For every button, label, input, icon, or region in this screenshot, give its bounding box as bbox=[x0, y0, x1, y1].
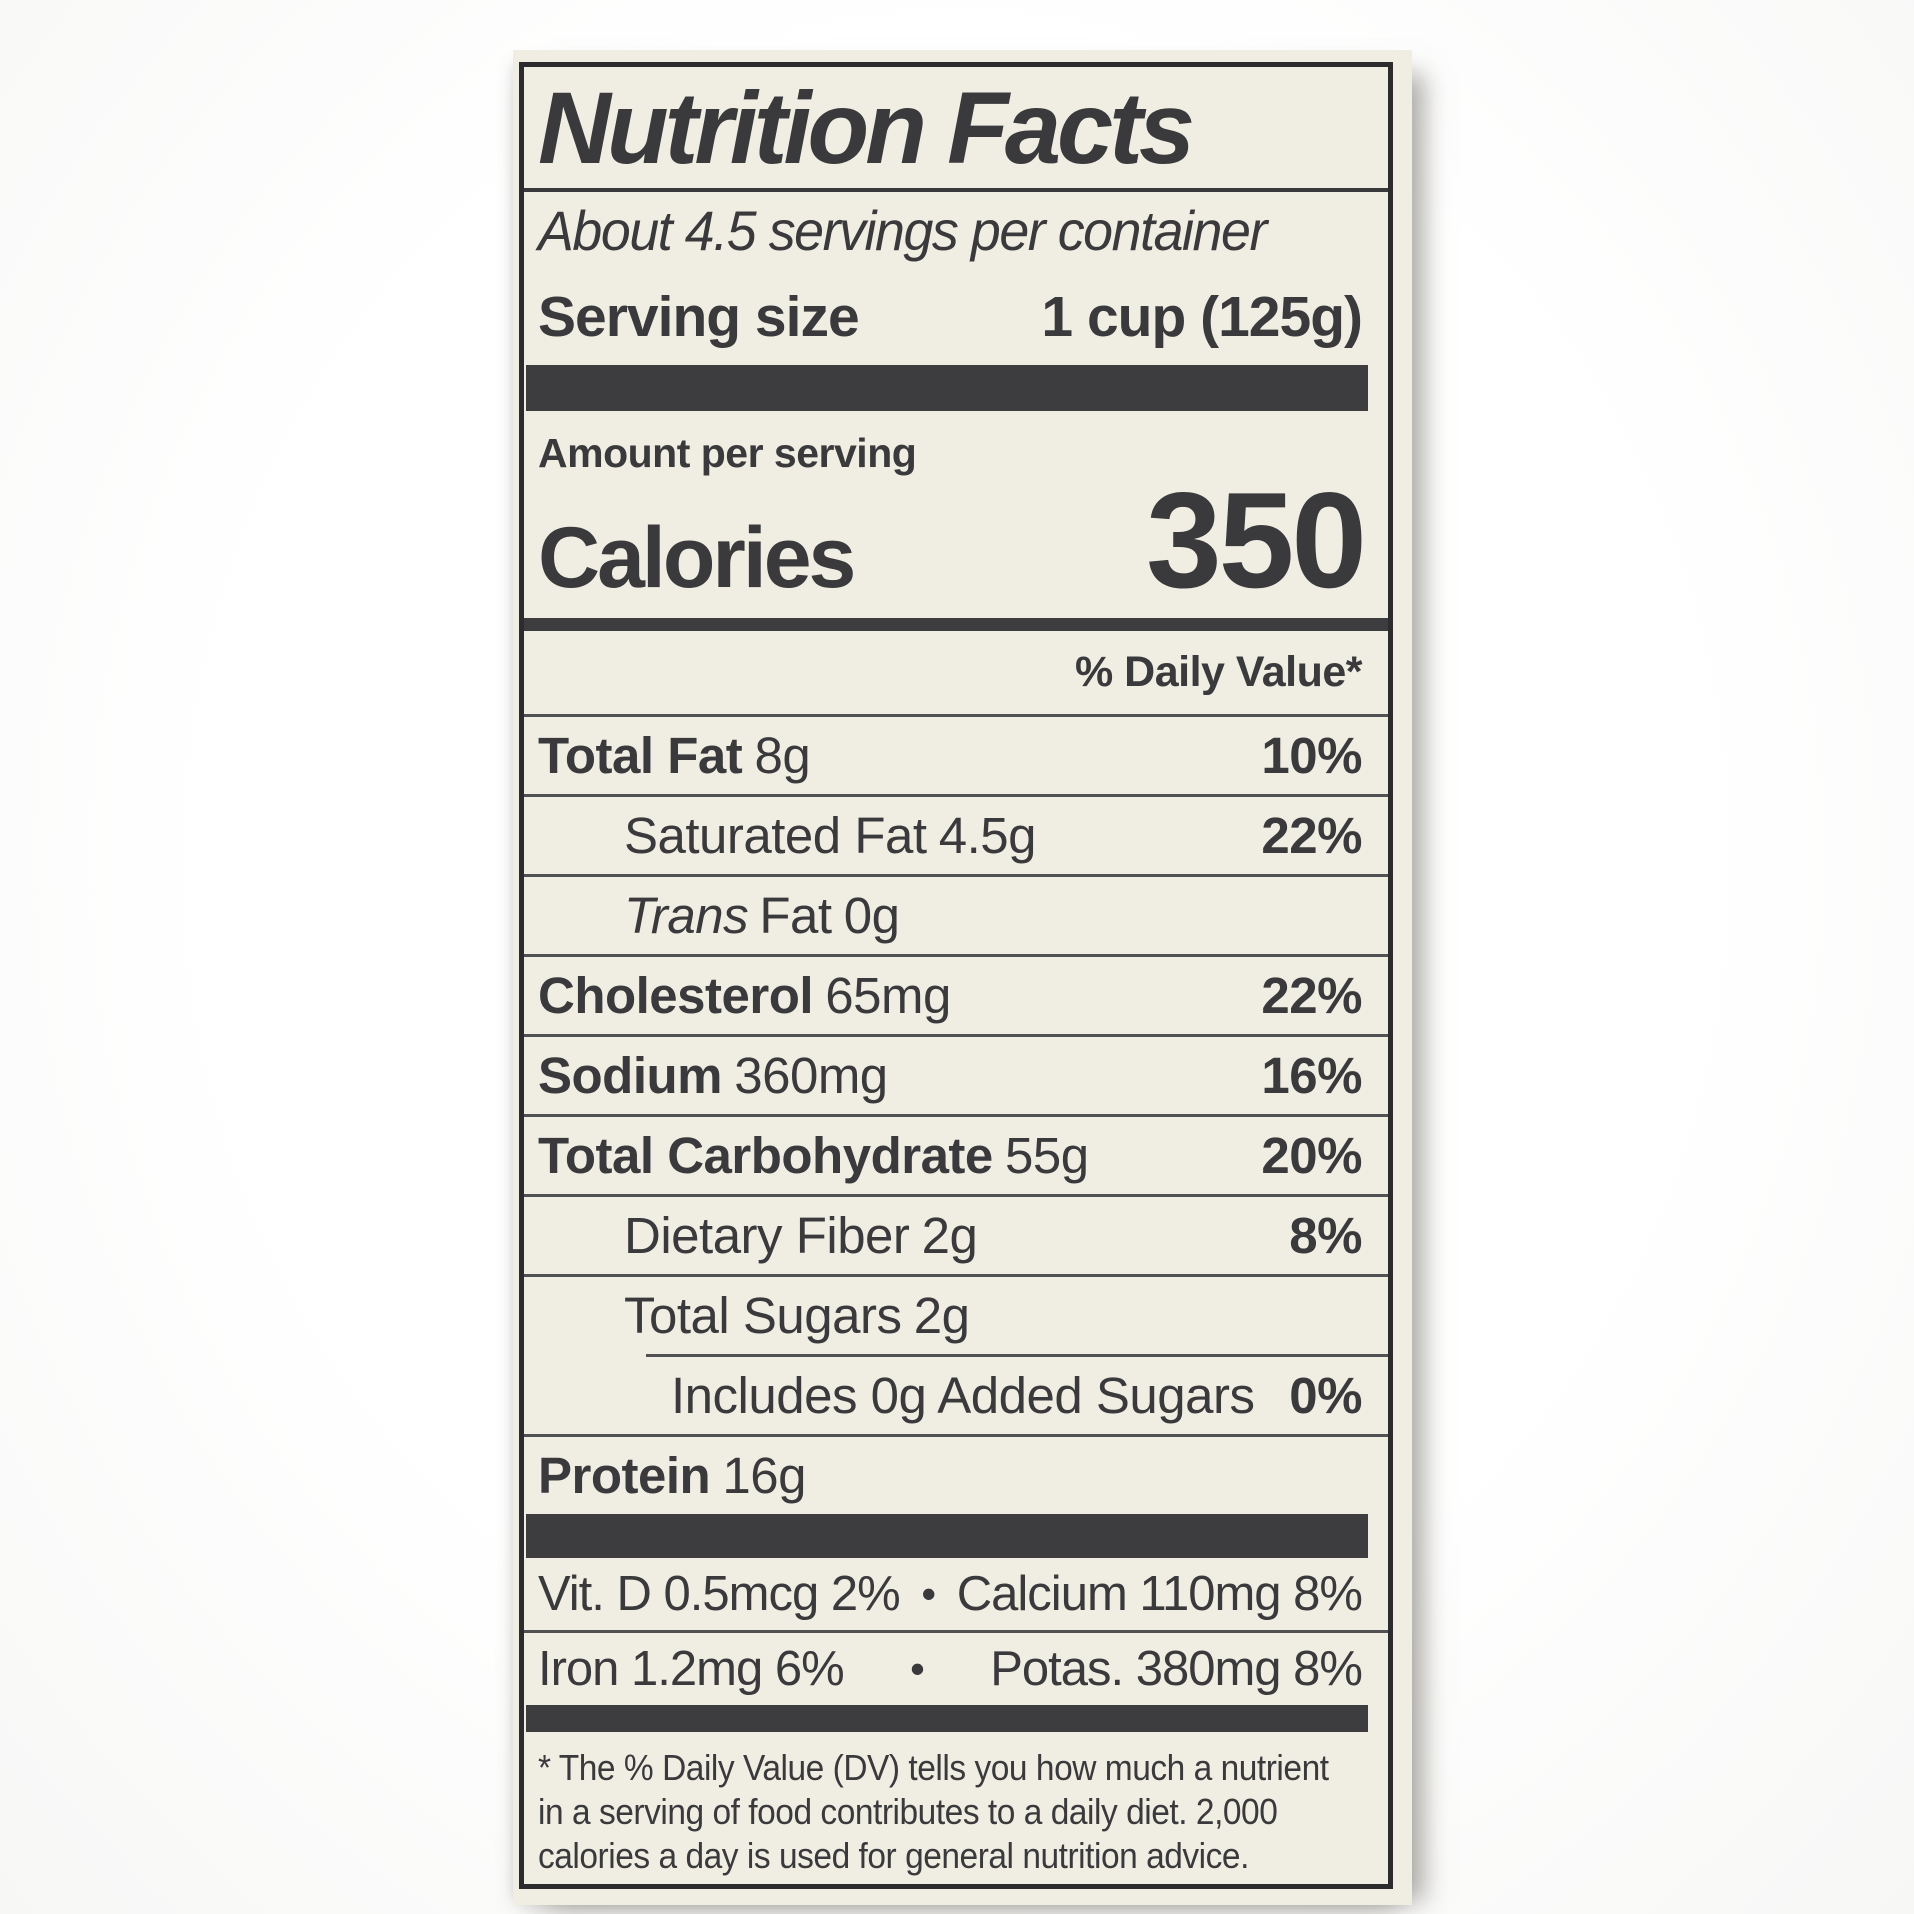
bullet-separator: • bbox=[910, 1644, 925, 1692]
nutrient-row-total-fat: Total Fat 8g 10% bbox=[524, 717, 1388, 794]
divider bbox=[524, 953, 1388, 957]
nutrient-row-protein: Protein 16g bbox=[524, 1437, 1388, 1514]
bullet-separator: • bbox=[921, 1569, 936, 1617]
micronutrient-row-iron-potassium: Iron 1.2mg 6% • Potas. 380mg 8% bbox=[524, 1633, 1388, 1705]
nutrient-amount: 2g bbox=[913, 1286, 970, 1344]
nutrient-name: Cholesterol bbox=[538, 966, 814, 1024]
divider bbox=[524, 1033, 1388, 1037]
label-title: Nutrition Facts bbox=[538, 70, 1195, 185]
micronutrient-row-vitd-calcium: Vit. D 0.5mcg 2% • Calcium 110mg 8% bbox=[524, 1558, 1388, 1630]
thick-divider-bottom bbox=[526, 1704, 1368, 1732]
calories-value: 350 bbox=[1146, 464, 1367, 616]
servings-per-container: About 4.5 servings per container bbox=[538, 198, 1267, 262]
nutrient-row-cholesterol: Cholesterol 65mg 22% bbox=[524, 957, 1388, 1034]
calories-label: Calories bbox=[538, 510, 856, 606]
nutrition-label: Nutrition Facts About 4.5 servings per c… bbox=[513, 50, 1412, 1905]
nutrient-dv: 10% bbox=[1261, 726, 1362, 784]
thick-divider-top bbox=[526, 365, 1368, 411]
nutrient-dv: 16% bbox=[1261, 1046, 1362, 1104]
divider bbox=[524, 1629, 1388, 1633]
nutrient-row-sodium: Sodium 360mg 16% bbox=[524, 1037, 1388, 1114]
footnote-line: * The % Daily Value (DV) tells you how m… bbox=[538, 1746, 1329, 1788]
nutrient-dv: 22% bbox=[1261, 806, 1362, 864]
footnote-line: calories a day is used for general nutri… bbox=[538, 1834, 1249, 1876]
nutrient-row-added-sugars: Includes 0g Added Sugars 0% bbox=[524, 1357, 1388, 1434]
label-title-block: Nutrition Facts bbox=[524, 67, 1388, 192]
footnote-line: in a serving of food contributes to a da… bbox=[538, 1790, 1278, 1832]
calories-row: Calories 350 bbox=[524, 464, 1388, 616]
nutrient-row-total-sugars: Total Sugars 2g bbox=[524, 1277, 1388, 1354]
nutrient-name: Protein bbox=[538, 1446, 711, 1504]
serving-size-row: Serving size 1 cup (125g) bbox=[524, 268, 1388, 365]
nutrient-name: Saturated Fat bbox=[624, 806, 927, 864]
divider bbox=[524, 713, 1388, 717]
micronutrient-right: Potas. 380mg 8% bbox=[990, 1641, 1363, 1696]
nutrient-name: Total Sugars bbox=[624, 1286, 902, 1344]
divider-indented bbox=[646, 1353, 1388, 1357]
nutrient-row-trans-fat: Trans Fat 0g bbox=[524, 877, 1388, 954]
divider bbox=[524, 873, 1388, 877]
divider bbox=[524, 793, 1388, 797]
nutrient-name-italic: Trans bbox=[624, 886, 749, 944]
nutrient-dv: 20% bbox=[1261, 1126, 1362, 1184]
nutrient-name: Total Fat bbox=[538, 726, 743, 784]
nutrient-dv: 22% bbox=[1261, 966, 1362, 1024]
micronutrient-right: Calcium 110mg 8% bbox=[956, 1566, 1363, 1621]
micronutrient-left: Vit. D 0.5mcg 2% bbox=[538, 1566, 901, 1621]
nutrient-amount: 65mg bbox=[825, 966, 951, 1024]
nutrient-name: Includes 0g Added Sugars bbox=[671, 1366, 1255, 1424]
nutrient-name: Sodium bbox=[538, 1046, 723, 1104]
amount-per-serving-label: Amount per serving bbox=[538, 430, 917, 476]
nutrient-row-saturated-fat: Saturated Fat 4.5g 22% bbox=[524, 797, 1388, 874]
serving-size-value: 1 cup (125g) bbox=[1041, 284, 1363, 349]
serving-size-label: Serving size bbox=[538, 284, 860, 349]
nutrient-dv: 8% bbox=[1289, 1206, 1362, 1264]
micronutrient-left: Iron 1.2mg 6% bbox=[538, 1641, 845, 1696]
nutrient-name: Fat bbox=[759, 886, 832, 944]
daily-value-header: % Daily Value* bbox=[1075, 647, 1363, 696]
nutrient-amount: 2g bbox=[921, 1206, 978, 1264]
footnote: * The % Daily Value (DV) tells you how m… bbox=[524, 1732, 1388, 1884]
nutrient-name: Dietary Fiber bbox=[624, 1206, 910, 1264]
servings-per-container-row: About 4.5 servings per container bbox=[524, 192, 1388, 268]
nutrient-row-total-carbohydrate: Total Carbohydrate 55g 20% bbox=[524, 1117, 1388, 1194]
divider bbox=[524, 1193, 1388, 1197]
thick-divider-micronutrients bbox=[526, 1513, 1368, 1558]
nutrient-name: Total Carbohydrate bbox=[538, 1126, 993, 1184]
nutrient-amount: 360mg bbox=[734, 1046, 888, 1104]
nutrient-dv: 0% bbox=[1289, 1366, 1362, 1424]
nutrient-amount: 55g bbox=[1005, 1126, 1089, 1184]
medium-divider bbox=[524, 617, 1388, 631]
nutrient-amount: 0g bbox=[843, 886, 900, 944]
nutrient-amount: 16g bbox=[722, 1446, 807, 1504]
nutrient-amount: 4.5g bbox=[938, 806, 1037, 864]
divider bbox=[524, 1433, 1388, 1437]
divider bbox=[524, 1273, 1388, 1277]
divider bbox=[524, 1113, 1388, 1117]
nutrient-amount: 8g bbox=[754, 726, 811, 784]
nutrition-label-border-box: Nutrition Facts About 4.5 servings per c… bbox=[519, 62, 1393, 1889]
nutrient-row-dietary-fiber: Dietary Fiber 2g 8% bbox=[524, 1197, 1388, 1274]
